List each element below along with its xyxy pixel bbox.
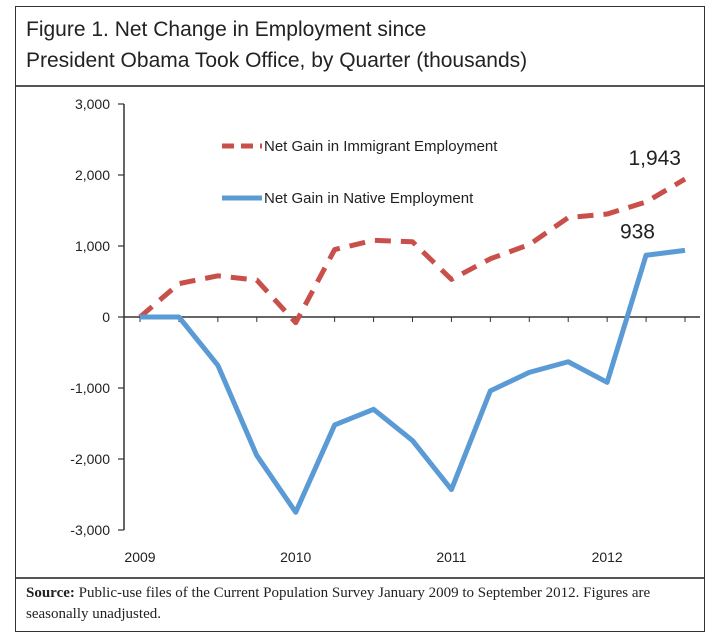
figure-title: Figure 1. Net Change in Employment since… xyxy=(26,14,527,76)
x-tick-label: 2009 xyxy=(124,549,155,565)
x-tick-label: 2010 xyxy=(280,549,311,565)
end-value-labels: 1,943 938 xyxy=(620,147,681,243)
y-tick-label: -3,000 xyxy=(70,522,110,538)
title-line-2: President Obama Took Office, by Quarter … xyxy=(26,49,528,72)
title-line-1: Figure 1. Net Change in Employment since xyxy=(26,18,427,41)
y-tick-label: 3,000 xyxy=(75,96,110,112)
source-divider xyxy=(16,577,704,579)
x-tick-label: 2012 xyxy=(592,549,623,565)
y-tick-label: -2,000 xyxy=(70,451,110,467)
series-line-immigrant xyxy=(138,176,687,326)
legend: Net Gain in Immigrant Employment Net Gain… xyxy=(222,138,498,207)
series-lines xyxy=(138,176,687,515)
figure-frame xyxy=(15,6,705,632)
y-tick-label: -1,000 xyxy=(70,380,110,396)
legend-label: Net Gain in Native Employment xyxy=(264,190,474,207)
legend-label: Net Gain in Immigrant Employment xyxy=(264,138,498,155)
end-value-label: 938 xyxy=(620,220,655,243)
title-divider xyxy=(16,85,704,87)
source-text: Public-use files of the Current Populati… xyxy=(26,585,651,622)
source-label: Source: xyxy=(26,585,75,601)
end-value-label: 1,943 xyxy=(628,147,681,170)
series-line-native xyxy=(140,247,686,515)
source-note: Source: Public-use files of the Current … xyxy=(26,583,686,625)
y-tick-label: 0 xyxy=(102,309,110,325)
x-tick-label: 2011 xyxy=(436,549,466,565)
axes xyxy=(118,103,700,531)
y-tick-label: 2,000 xyxy=(75,167,110,183)
y-tick-label: 1,000 xyxy=(75,238,110,254)
tick-labels: 3,000 2,000 1,000 0 -1,000 -2,000 -3,000 2009 20… xyxy=(70,96,623,565)
